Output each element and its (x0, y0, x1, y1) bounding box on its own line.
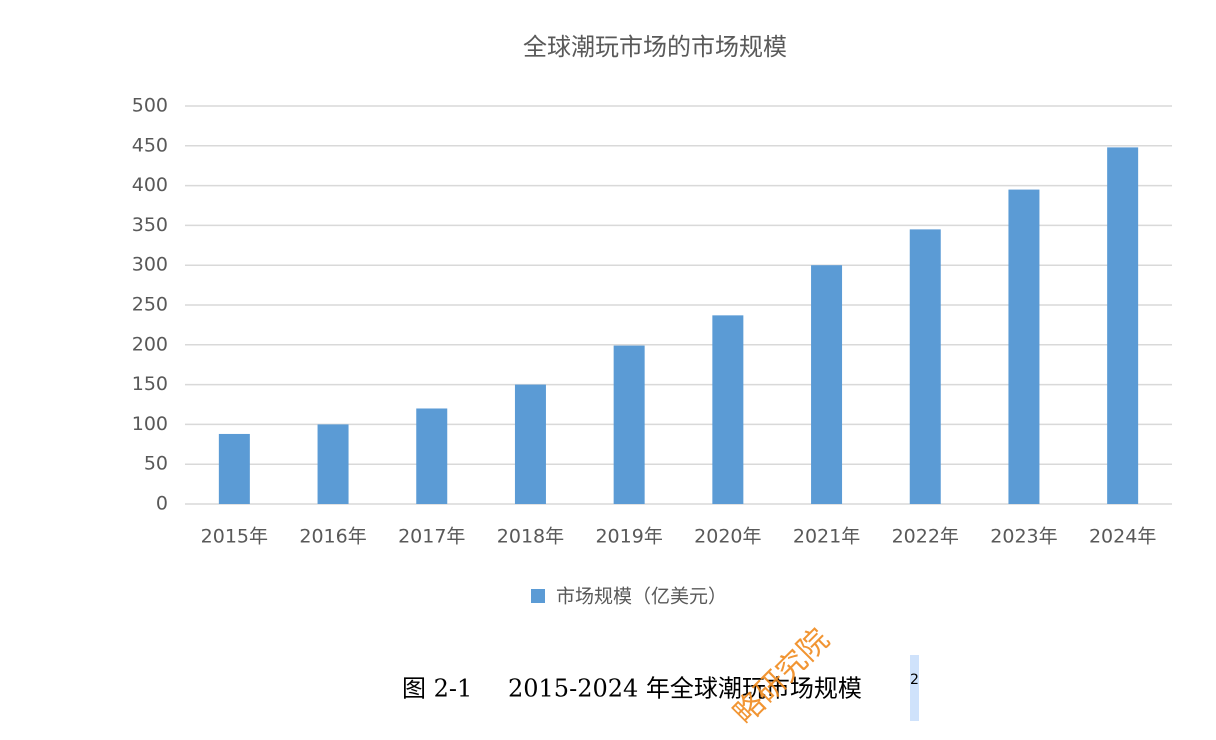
bar (712, 315, 744, 504)
bar (909, 229, 941, 504)
bar (811, 265, 843, 504)
x-tick-label: 2020年 (694, 526, 761, 548)
selection-highlight (910, 655, 919, 721)
y-tick-label: 450 (132, 134, 168, 156)
bar (514, 384, 546, 504)
bar (416, 408, 448, 504)
x-tick-label: 2018年 (497, 526, 564, 548)
x-tick-label: 2024年 (1089, 526, 1156, 548)
legend-label: 市场规模（亿美元） (556, 586, 727, 608)
y-tick-label: 100 (132, 413, 168, 435)
chart-title: 全球潮玩市场的市场规模 (523, 33, 787, 61)
y-tick-label: 400 (132, 174, 168, 196)
x-tick-label: 2022年 (892, 526, 959, 548)
bar (317, 424, 349, 504)
caption-label: 图 2-1 (402, 675, 472, 703)
bar (1008, 189, 1040, 504)
x-tick-label: 2019年 (595, 526, 662, 548)
bar (1107, 147, 1139, 504)
y-tick-label: 250 (132, 294, 168, 316)
y-tick-label: 0 (156, 493, 168, 515)
x-tick-label: 2017年 (398, 526, 465, 548)
y-tick-label: 200 (132, 333, 168, 355)
x-tick-label: 2023年 (990, 526, 1057, 548)
bar (613, 345, 645, 504)
x-tick-label: 2016年 (299, 526, 366, 548)
caption-footnote: 2 (910, 672, 919, 688)
x-tick-label: 2021年 (793, 526, 860, 548)
legend-swatch (531, 589, 545, 603)
y-tick-label: 500 (132, 95, 168, 117)
y-tick-label: 50 (144, 453, 168, 475)
y-tick-label: 350 (132, 214, 168, 236)
x-tick-label: 2015年 (201, 526, 268, 548)
caption-text: 2015-2024 年全球潮玩市场规模 (508, 675, 862, 703)
y-tick-label: 150 (132, 373, 168, 395)
bar (218, 433, 250, 504)
y-tick-label: 300 (132, 254, 168, 276)
